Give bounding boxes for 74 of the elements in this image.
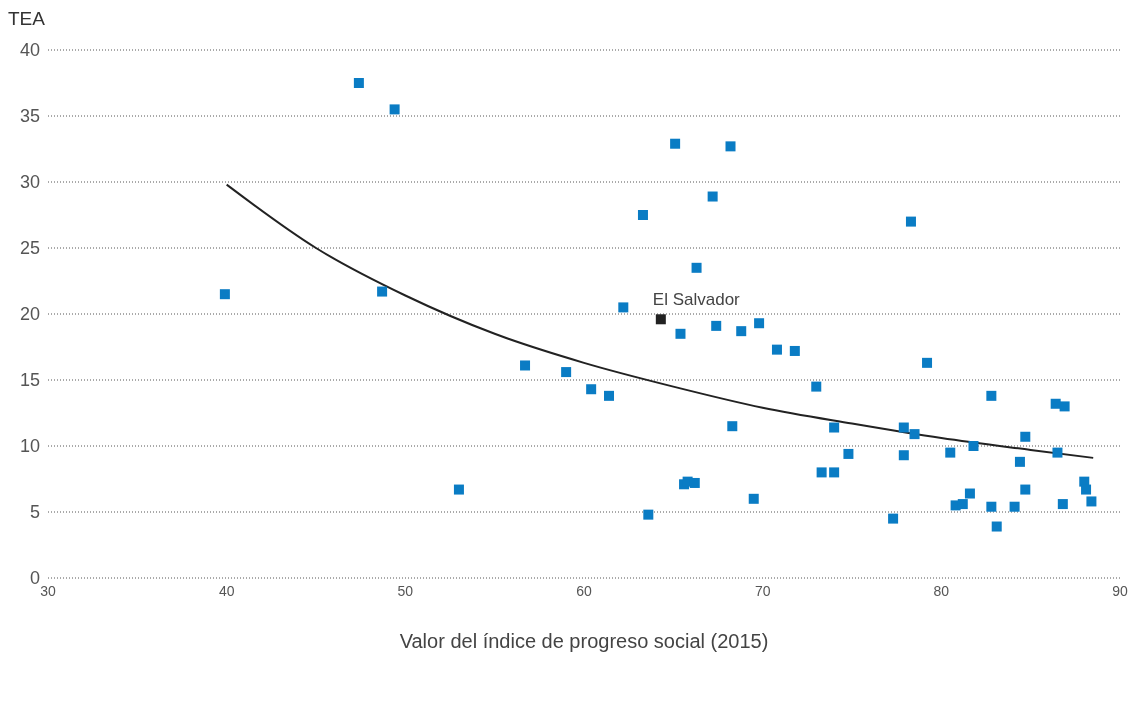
point xyxy=(1020,484,1031,495)
point xyxy=(1052,447,1063,458)
point xyxy=(909,429,920,440)
point xyxy=(725,141,736,152)
y-tick-label: 25 xyxy=(19,238,40,259)
point xyxy=(1059,401,1070,412)
point xyxy=(520,360,531,371)
point xyxy=(655,314,666,325)
y-tick-label: 5 xyxy=(29,502,40,523)
point xyxy=(670,138,681,149)
point xyxy=(888,513,899,524)
point xyxy=(898,422,909,433)
point xyxy=(643,509,654,520)
point xyxy=(707,191,718,202)
point xyxy=(1050,398,1061,409)
x-axis-title: Valor del índice de progreso social (2015) xyxy=(399,630,769,652)
annotation: El Salvador xyxy=(652,290,741,310)
point xyxy=(991,521,1002,532)
point xyxy=(986,390,997,401)
point xyxy=(905,216,916,227)
point xyxy=(789,345,800,356)
x-tick-label: 90 xyxy=(1112,582,1128,599)
point xyxy=(1081,484,1092,495)
x-tick-label: 50 xyxy=(397,582,414,599)
x-tick-label: 60 xyxy=(576,582,592,599)
point xyxy=(586,384,597,395)
point xyxy=(1009,501,1020,512)
y-tick-label: 0 xyxy=(29,568,40,589)
y-tick-label: 20 xyxy=(19,304,40,325)
point xyxy=(604,390,615,401)
point xyxy=(968,441,979,451)
point xyxy=(1014,456,1025,467)
point xyxy=(986,501,997,512)
point xyxy=(561,367,572,378)
y-tick-label: 30 xyxy=(19,172,40,193)
point xyxy=(691,262,702,273)
point xyxy=(1057,499,1068,510)
point xyxy=(957,499,968,510)
point xyxy=(754,318,765,329)
point xyxy=(922,357,933,368)
y-tick-label: 15 xyxy=(19,370,40,391)
point xyxy=(736,326,747,337)
y-tick-label: 35 xyxy=(19,106,40,127)
point xyxy=(377,286,388,297)
point xyxy=(816,467,827,478)
point xyxy=(689,477,700,488)
point xyxy=(219,289,230,300)
line-series xyxy=(225,183,1095,459)
point xyxy=(637,210,648,220)
point xyxy=(748,493,759,504)
point xyxy=(353,78,364,88)
x-tick-label: 40 xyxy=(218,582,235,599)
point xyxy=(829,422,840,433)
point xyxy=(453,484,464,495)
point xyxy=(898,450,909,461)
point xyxy=(843,448,854,459)
point xyxy=(618,302,629,313)
y-tick-label: 40 xyxy=(19,40,40,61)
point xyxy=(1020,431,1031,442)
point xyxy=(389,104,400,115)
x-tick-label: 30 xyxy=(40,582,56,599)
point xyxy=(829,467,840,478)
point xyxy=(811,381,822,392)
point xyxy=(727,421,738,432)
y-axis-title: TEA xyxy=(8,8,46,31)
point xyxy=(945,447,956,458)
point xyxy=(771,344,782,355)
point xyxy=(675,328,686,339)
point xyxy=(1086,496,1097,507)
x-tick-label: 70 xyxy=(754,582,771,599)
y-tick-label: 10 xyxy=(19,436,40,457)
point xyxy=(964,488,975,499)
point xyxy=(711,320,722,331)
x-tick-label: 80 xyxy=(933,582,950,599)
